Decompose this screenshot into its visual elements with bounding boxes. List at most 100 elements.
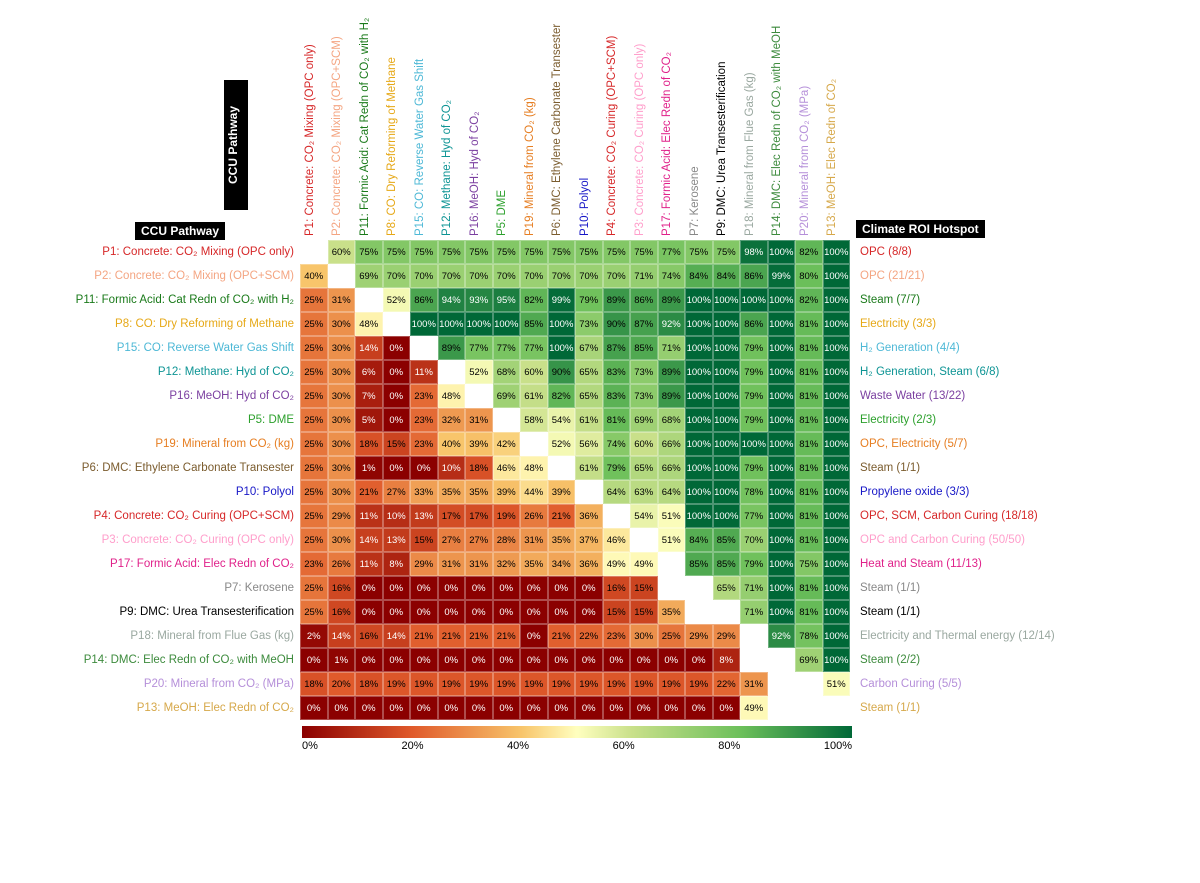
- heatmap-cell: 15%: [383, 432, 411, 456]
- row-label: P10: Polyol: [20, 486, 300, 498]
- heatmap-cell: 74%: [658, 264, 686, 288]
- heatmap-cell: 100%: [713, 432, 741, 456]
- heatmap-cell: [795, 696, 823, 720]
- heatmap-row: P5: DME25%30%5%0%23%32%31%58%54%61%81%69…: [20, 408, 1180, 432]
- heatmap-cell: 25%: [300, 288, 328, 312]
- col-header: P6: DMC: Ethylene Carbonate Transester: [550, 25, 578, 240]
- heatmap-cell: 15%: [630, 600, 658, 624]
- heatmap-cell: 25%: [300, 528, 328, 552]
- heatmap-cell: 32%: [493, 552, 521, 576]
- heatmap-cell: 0%: [438, 576, 466, 600]
- heatmap-cell: 100%: [768, 456, 796, 480]
- col-header: P11: Formic Acid: Cat Redn of CO₂ with H…: [357, 25, 385, 240]
- row-label: P4: Concrete: CO₂ Curing (OPC+SCM): [20, 510, 300, 522]
- heatmap-cell: 23%: [300, 552, 328, 576]
- col-header: P7: Kerosene: [687, 25, 715, 240]
- heatmap-cell: 90%: [548, 360, 576, 384]
- heatmap-cell: 71%: [630, 264, 658, 288]
- heatmap-cell: 32%: [438, 408, 466, 432]
- heatmap-cell: 86%: [740, 312, 768, 336]
- heatmap-cell: 8%: [383, 552, 411, 576]
- row-label: P12: Methane: Hyd of CO₂: [20, 366, 300, 378]
- heatmap-cell: 28%: [493, 528, 521, 552]
- heatmap-cell: 35%: [438, 480, 466, 504]
- row-label: P6: DMC: Ethylene Carbonate Transester: [20, 462, 300, 474]
- heatmap-cell: 0%: [685, 696, 713, 720]
- heatmap-cell: 0%: [520, 696, 548, 720]
- heatmap-cell: 0%: [630, 648, 658, 672]
- heatmap-cell: 15%: [630, 576, 658, 600]
- heatmap-cell: 7%: [355, 384, 383, 408]
- heatmap-row: P12: Methane: Hyd of CO₂25%30%6%0%11%52%…: [20, 360, 1180, 384]
- heatmap-cell: 69%: [630, 408, 658, 432]
- row-label: P11: Formic Acid: Cat Redn of CO₂ with H…: [20, 294, 300, 306]
- heatmap-cell: 2%: [300, 624, 328, 648]
- heatmap-cell: 13%: [383, 528, 411, 552]
- heatmap-cell: 70%: [493, 264, 521, 288]
- heatmap-cell: 40%: [438, 432, 466, 456]
- heatmap-cell: 70%: [465, 264, 493, 288]
- heatmap-cell: 25%: [300, 576, 328, 600]
- heatmap-cell: 81%: [795, 360, 823, 384]
- heatmap-cell: 54%: [630, 504, 658, 528]
- heatmap-cell: 14%: [383, 624, 411, 648]
- heatmap-cell: 100%: [410, 312, 438, 336]
- heatmap-cell: 49%: [603, 552, 631, 576]
- heatmap-cell: 0%: [438, 600, 466, 624]
- heatmap-cell: [410, 336, 438, 360]
- heatmap-cell: 56%: [575, 432, 603, 456]
- heatmap-cell: 92%: [768, 624, 796, 648]
- heatmap-cell: 100%: [768, 336, 796, 360]
- heatmap-cell: 100%: [823, 624, 851, 648]
- heatmap-cell: 0%: [410, 696, 438, 720]
- hotspot-label: Electricity (2/3): [850, 414, 1150, 426]
- heatmap-cell: 0%: [713, 696, 741, 720]
- heatmap-cell: 25%: [300, 432, 328, 456]
- heatmap-cell: 79%: [740, 456, 768, 480]
- heatmap-row: P19: Mineral from CO₂ (kg)25%30%18%15%23…: [20, 432, 1180, 456]
- heatmap-cell: 68%: [658, 408, 686, 432]
- heatmap-cell: 100%: [823, 648, 851, 672]
- heatmap-cell: 69%: [795, 648, 823, 672]
- heatmap-cell: 39%: [548, 480, 576, 504]
- hotspot-label: Propylene oxide (3/3): [850, 486, 1150, 498]
- hotspot-label: OPC and Carbon Curing (50/50): [850, 534, 1150, 546]
- heatmap-cell: [685, 600, 713, 624]
- heatmap-cell: 71%: [658, 336, 686, 360]
- heatmap-cell: 33%: [410, 480, 438, 504]
- heatmap-cell: 75%: [713, 240, 741, 264]
- heatmap-cell: [465, 384, 493, 408]
- heatmap-cell: 27%: [438, 528, 466, 552]
- heatmap-cell: 0%: [438, 648, 466, 672]
- heatmap-cell: 29%: [410, 552, 438, 576]
- heatmap-cell: 100%: [768, 504, 796, 528]
- hotspot-label: Steam (1/1): [850, 582, 1150, 594]
- heatmap-cell: [630, 528, 658, 552]
- heatmap-chart: CCU Pathway CCU Pathway P1: Concrete: CO…: [20, 20, 1180, 752]
- heatmap-cell: 94%: [438, 288, 466, 312]
- heatmap-cell: 100%: [823, 336, 851, 360]
- heatmap-cell: 75%: [465, 240, 493, 264]
- heatmap-cell: 30%: [328, 384, 356, 408]
- heatmap-cell: 81%: [795, 336, 823, 360]
- heatmap-cell: 75%: [493, 240, 521, 264]
- heatmap-cell: [438, 360, 466, 384]
- hotspot-label: Electricity (3/3): [850, 318, 1150, 330]
- heatmap-cell: 0%: [383, 600, 411, 624]
- heatmap-cell: 0%: [548, 648, 576, 672]
- heatmap-cell: 70%: [383, 264, 411, 288]
- heatmap-row: P17: Formic Acid: Elec Redn of CO₂23%26%…: [20, 552, 1180, 576]
- heatmap-cell: [658, 576, 686, 600]
- heatmap-cell: 0%: [355, 648, 383, 672]
- heatmap-cell: 92%: [658, 312, 686, 336]
- heatmap-cell: 0%: [410, 456, 438, 480]
- col-header: P20: Mineral from CO₂ (MPa): [797, 25, 825, 240]
- heatmap-cell: 0%: [548, 576, 576, 600]
- hotspot-label: Electricity and Thermal energy (12/14): [850, 630, 1150, 642]
- col-header: P4: Concrete: CO₂ Curing (OPC+SCM): [605, 25, 633, 240]
- hotspot-label: Carbon Curing (5/5): [850, 678, 1150, 690]
- col-header: P3: Concrete: CO₂ Curing (OPC only): [632, 25, 660, 240]
- heatmap-cell: 79%: [740, 360, 768, 384]
- heatmap-cell: 75%: [685, 240, 713, 264]
- heatmap-cell: 79%: [740, 408, 768, 432]
